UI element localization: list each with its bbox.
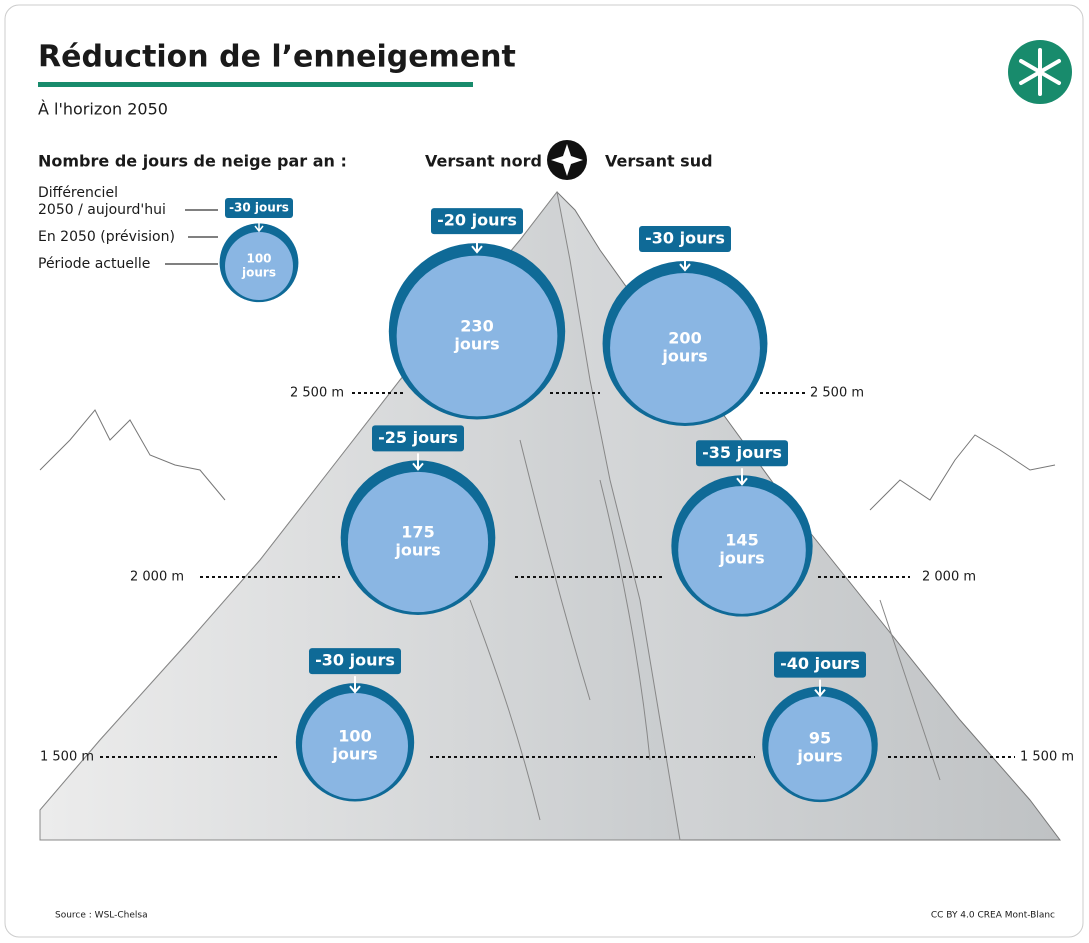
days-value: 145 xyxy=(725,531,758,550)
days-value: 175 xyxy=(401,523,434,542)
infographic: Réduction de l’enneigement À l'horizon 2… xyxy=(0,0,1089,943)
altitude-label: 1 500 m xyxy=(40,750,94,765)
diff-label: -25 jours xyxy=(378,428,458,447)
legend-text: Différenciel xyxy=(38,185,118,201)
days-unit: jours xyxy=(718,549,764,568)
altitude-label: 2 000 m xyxy=(922,570,976,585)
altitude-label: 2 500 m xyxy=(290,386,344,401)
days-value: 100 xyxy=(246,252,271,266)
days-unit: jours xyxy=(394,541,440,560)
legend-text: Période actuelle xyxy=(38,256,150,272)
days-unit: jours xyxy=(796,747,842,766)
altitude-label: 1 500 m xyxy=(1020,750,1074,765)
legend-heading: Nombre de jours de neige par an : xyxy=(38,152,347,171)
diff-label: -30 jours xyxy=(315,651,395,670)
days-unit: jours xyxy=(241,266,276,280)
days-value: 230 xyxy=(460,317,493,336)
diff-label: -30 jours xyxy=(645,229,725,248)
days-value: 95 xyxy=(809,729,831,748)
diff-label: -30 jours xyxy=(229,201,289,215)
altitude-label: 2 000 m xyxy=(130,570,184,585)
subtitle: À l'horizon 2050 xyxy=(38,100,168,119)
credit: CC BY 4.0 CREA Mont-Blanc xyxy=(931,911,1055,921)
slope-label: Versant sud xyxy=(605,152,713,171)
diff-label: -40 jours xyxy=(780,654,860,673)
altitude-label: 2 500 m xyxy=(810,386,864,401)
legend-text: En 2050 (prévision) xyxy=(38,229,175,245)
slope-label: Versant nord xyxy=(425,152,542,171)
diff-label: -20 jours xyxy=(437,211,517,230)
title: Réduction de l’enneigement xyxy=(38,40,516,75)
days-unit: jours xyxy=(661,347,707,366)
source: Source : WSL-Chelsa xyxy=(55,911,148,921)
diff-label: -35 jours xyxy=(702,443,782,462)
days-unit: jours xyxy=(453,335,499,354)
days-value: 100 xyxy=(338,727,371,746)
title-underline xyxy=(38,82,473,87)
legend-text: 2050 / aujourd'hui xyxy=(38,202,166,218)
days-unit: jours xyxy=(331,745,377,764)
days-value: 200 xyxy=(668,329,701,348)
snow-icon xyxy=(1008,40,1072,104)
